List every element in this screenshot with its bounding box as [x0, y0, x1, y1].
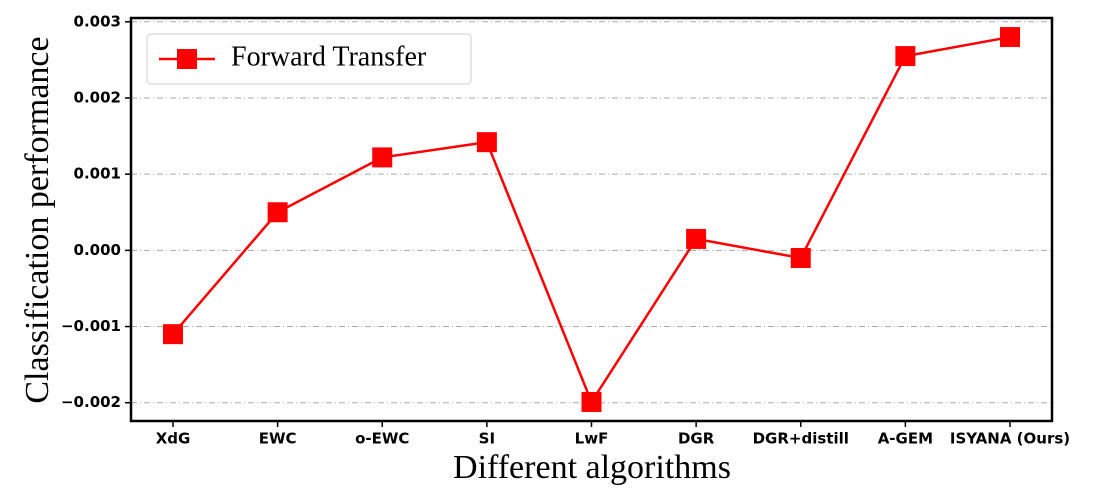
x-tick-label: ISYANA (Ours) [950, 430, 1070, 448]
legend-marker [177, 49, 197, 69]
series-line [172, 35, 1011, 405]
x-tick-label: EWC [259, 430, 297, 448]
x-tick-label: A-GEM [878, 430, 933, 448]
y-tick-label: 0.002 [74, 88, 121, 106]
x-axis-label: Different algorithms [453, 449, 731, 486]
marker [790, 247, 811, 268]
marker [267, 202, 288, 223]
x-tick-label: XdG [156, 430, 191, 448]
x-tick-label: LwF [575, 430, 609, 448]
y-axis-label: Classification performance [19, 36, 56, 403]
y-tick-label: −0.001 [61, 317, 121, 335]
x-tick-label: DGR+distill [753, 430, 849, 448]
y-tick-label: −0.002 [61, 393, 121, 411]
marker [163, 324, 183, 345]
y-tick-label: 0.000 [74, 241, 121, 259]
marker [1000, 27, 1020, 48]
y-tick-label: 0.001 [74, 165, 121, 183]
marker [686, 228, 707, 249]
x-tick-label: DGR [678, 430, 715, 448]
legend-box [146, 33, 472, 85]
marker [581, 391, 602, 412]
x-tick-label: o-EWC [355, 430, 409, 448]
x-tick-label: SI [479, 430, 495, 448]
y-tick-label: 0.003 [74, 12, 121, 30]
marker [895, 46, 916, 67]
legend-label: Forward Transfer [231, 41, 427, 72]
marker [476, 132, 497, 153]
plot-frame [129, 16, 1054, 423]
marker [372, 147, 393, 168]
